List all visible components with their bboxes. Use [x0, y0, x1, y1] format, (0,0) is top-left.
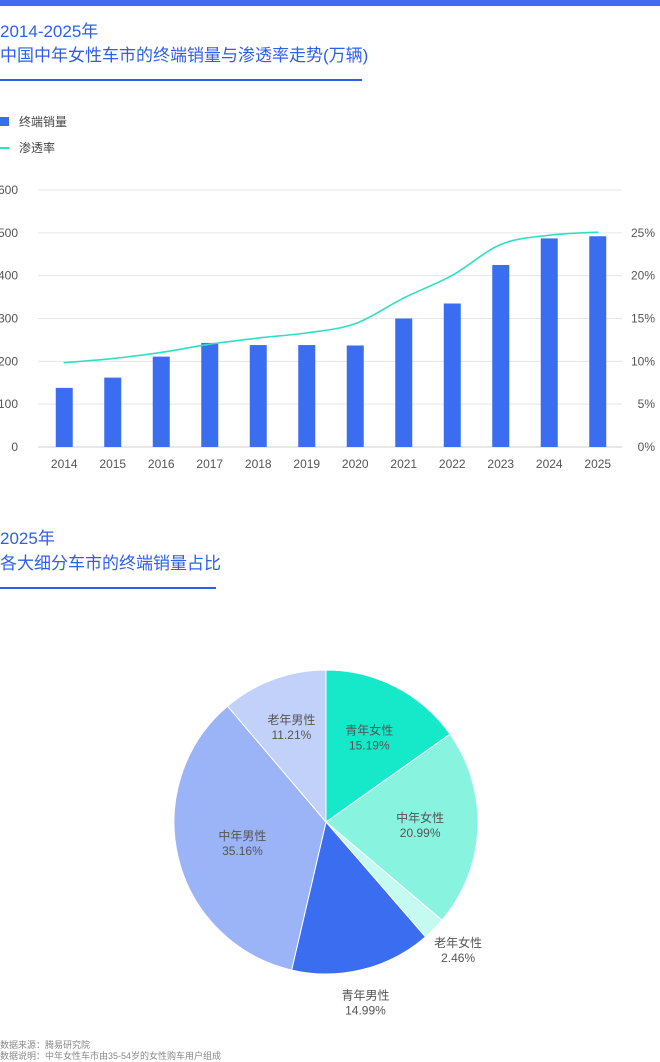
x-tick-label: 2017	[196, 457, 223, 471]
pie-label: 青年女性	[345, 722, 393, 737]
x-tick-label: 2015	[99, 457, 126, 471]
bar-2016	[152, 356, 170, 447]
line-point-2022	[451, 274, 454, 277]
bar-2018	[249, 345, 267, 447]
footer-source: 数据来源：腾易研究院	[0, 1040, 91, 1050]
x-tick-label: 2022	[439, 457, 466, 471]
chart2-title-underline	[0, 587, 216, 589]
footer-note: 数据说明：中年女性车市由35-54岁的女性购车用户组成	[0, 1051, 222, 1061]
y-left-tick-label: 600	[0, 183, 18, 197]
line-point-2016	[160, 351, 163, 354]
pie-slice-1	[325, 669, 451, 823]
y-left-tick-label: 100	[0, 397, 18, 411]
bar-2015	[104, 377, 122, 447]
pie-slice-5	[173, 705, 327, 971]
line-point-2014	[63, 361, 66, 364]
bar-2019	[298, 345, 316, 447]
pie-value-label: 20.99%	[400, 826, 441, 840]
y-left-tick-label: 200	[0, 354, 18, 368]
bar-2024	[540, 238, 558, 447]
line-point-2015	[111, 357, 114, 360]
bar-2017	[201, 342, 219, 447]
x-tick-label: 2016	[148, 457, 175, 471]
pie-value-label: 14.99%	[345, 1003, 386, 1017]
x-tick-label: 2018	[245, 457, 272, 471]
bar-2014	[55, 387, 73, 447]
line-point-2021	[402, 297, 405, 299]
y-left-tick-label: 400	[0, 269, 18, 283]
pie-value-label: 15.19%	[349, 738, 390, 752]
x-tick-label: 2021	[390, 457, 417, 471]
penetration-rate-line	[64, 231, 598, 364]
chart2-title-line2: 各大细分车市的终端销量占比	[0, 554, 221, 573]
line-point-2020	[354, 322, 357, 325]
pie-value-label: 2.46%	[441, 951, 475, 965]
chart1-title-underline	[0, 79, 362, 81]
y-right-tick-label: 5%	[638, 397, 656, 411]
legend-item-line: 渗透率	[0, 139, 55, 156]
pie-slice-6	[226, 669, 327, 824]
legend-bar-label: 终端销量	[19, 115, 68, 129]
y-left-tick-label: 500	[0, 226, 18, 240]
y-right-tick-label: 25%	[631, 226, 655, 240]
pie-value-label: 35.16%	[222, 844, 263, 858]
y-right-tick-label: 15%	[631, 312, 655, 326]
chart2-title-line1: 2025年	[0, 529, 55, 548]
x-tick-label: 2019	[293, 457, 320, 471]
line-point-2018	[257, 337, 260, 339]
pie-label: 中年女性	[396, 810, 444, 825]
x-tick-label: 2023	[487, 457, 514, 471]
top-accent-bar	[0, 0, 660, 6]
y-right-tick-label: 10%	[631, 354, 655, 368]
pie-label: 青年男性	[341, 988, 389, 1002]
y-left-tick-label: 0	[11, 440, 18, 454]
pie-slice-4	[291, 820, 427, 975]
bar-2022	[443, 303, 461, 447]
pie-slice-2	[325, 733, 479, 921]
y-right-tick-label: 20%	[631, 269, 655, 283]
chart1-title-line2: 中国中年女性车市的终端销量与渗透率走势(万辆)	[0, 46, 369, 65]
x-tick-label: 2020	[342, 457, 369, 471]
x-tick-label: 2014	[51, 457, 78, 471]
bar-2025	[589, 236, 607, 447]
pie-label: 老年女性	[434, 935, 482, 950]
legend-line-swatch	[0, 146, 9, 149]
bar-line-chart: 0 0% 100 5% 200 10% 300 15% 400 20% 500 25% 600 2014 2…	[0, 183, 656, 471]
line-point-2019	[305, 332, 308, 334]
y-left-tick-label: 300	[0, 312, 18, 326]
bar-2023	[492, 264, 510, 447]
line-point-2017	[208, 343, 211, 346]
legend-line-label: 渗透率	[19, 141, 56, 155]
pie-value-label: 11.21%	[271, 728, 311, 742]
legend-bar-swatch	[0, 117, 9, 126]
chart1-title-line1: 2014-2025年	[0, 22, 99, 41]
line-point-2024	[548, 234, 551, 237]
line-point-2023	[499, 243, 502, 246]
line-point-2025	[596, 231, 599, 233]
pie-label: 老年男性	[267, 713, 315, 727]
y-right-tick-label: 0%	[638, 440, 656, 454]
x-tick-label: 2025	[584, 457, 611, 471]
bar-2021	[395, 318, 413, 447]
bar-2020	[346, 345, 364, 447]
legend-item-bar: 终端销量	[0, 113, 67, 130]
x-tick-label: 2024	[536, 457, 563, 471]
pie-label: 中年男性	[218, 828, 266, 843]
